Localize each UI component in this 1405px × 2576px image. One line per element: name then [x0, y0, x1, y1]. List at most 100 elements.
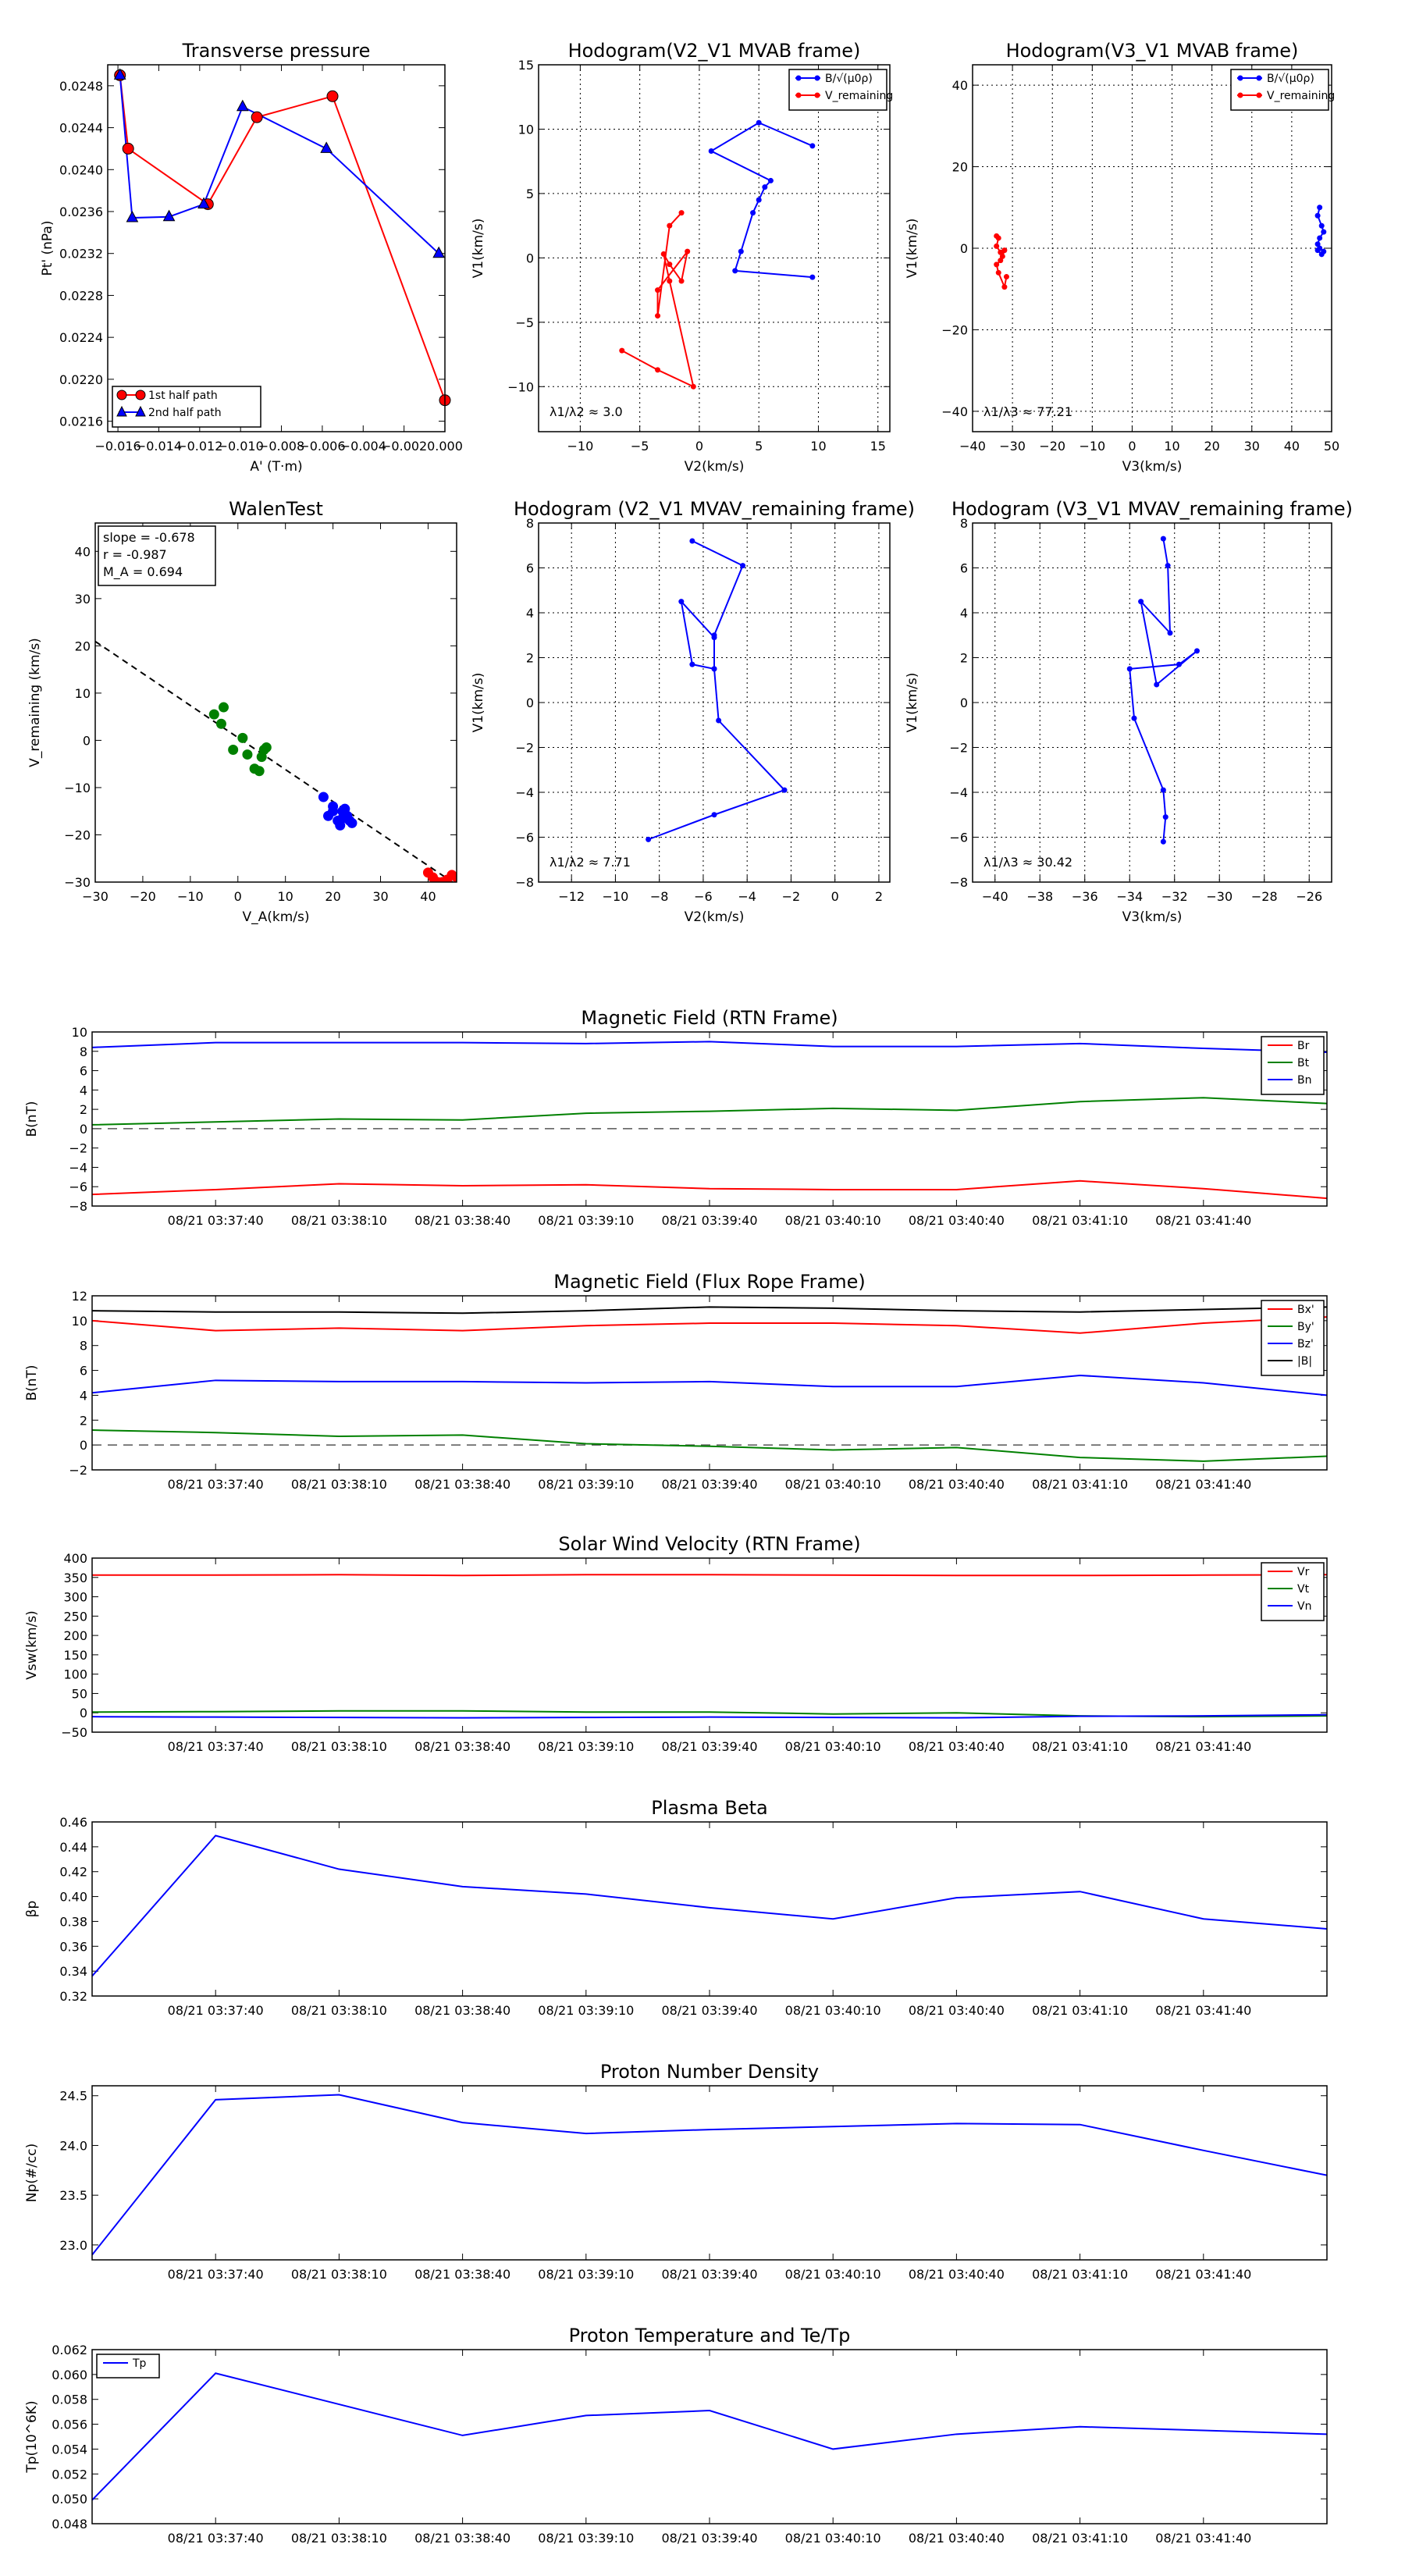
y-tick-label: 0.0232 — [59, 247, 103, 262]
y-tick-label: 15 — [518, 58, 534, 73]
x-tick-label: 0 — [234, 889, 242, 904]
y-tick-label: 0.0228 — [59, 288, 103, 303]
y-tick-label: 0.44 — [59, 1840, 87, 1855]
x-tick-label: 08/21 03:40:10 — [785, 1213, 881, 1228]
data-point — [1314, 212, 1321, 219]
x-tick-label: 08/21 03:39:40 — [661, 2003, 757, 2018]
y-axis-label: V1(km/s) — [905, 219, 920, 279]
chart-title: Hodogram(V2_V1 MVAB frame) — [568, 40, 861, 62]
data-point — [1317, 205, 1323, 211]
x-tick-label: 08/21 03:40:40 — [909, 1739, 1005, 1754]
axes-frame — [91, 1821, 1328, 1997]
y-tick-label: 12 — [72, 1289, 87, 1304]
legend-label: V_remaining — [1267, 90, 1335, 102]
data-point — [667, 222, 673, 229]
y-tick-label: −6 — [69, 1179, 87, 1194]
x-tick-label: 08/21 03:39:10 — [538, 1477, 634, 1492]
data-point — [1126, 666, 1133, 672]
x-tick-label: −38 — [1026, 889, 1053, 904]
legend-label: Vr — [1297, 1566, 1310, 1578]
plasma-beta-chart: Plasma Beta 08/21 03:37:40 08/21 03:38:10 0… — [24, 1797, 1328, 2018]
x-tick-label: −10 — [603, 889, 629, 904]
x-tick-label: 08/21 03:40:40 — [909, 2003, 1005, 2018]
x-tick-label: 08/21 03:39:40 — [661, 1739, 757, 1754]
y-tick-label: −10 — [64, 781, 91, 795]
x-tick-label: 08/21 03:40:10 — [785, 2267, 881, 2282]
y-tick-label: 0 — [526, 251, 534, 265]
data-point — [655, 287, 661, 294]
data-point — [320, 141, 333, 153]
y-tick-label: −4 — [949, 785, 968, 800]
y-tick-label: 4 — [80, 1388, 87, 1403]
legend-marker — [814, 75, 820, 81]
y-axis-label: B(nT) — [24, 1101, 40, 1137]
data-point — [809, 143, 816, 149]
chart-title: WalenTest — [229, 498, 323, 520]
legend: Bx' By' Bz' |B| — [1261, 1300, 1325, 1376]
data-point — [689, 538, 695, 544]
x-tick-label: −10 — [1079, 439, 1105, 454]
y-tick-label: 23.5 — [59, 2188, 87, 2203]
x-tick-label: 08/21 03:41:10 — [1032, 2003, 1128, 2018]
y-tick-label: 10 — [518, 122, 534, 137]
data-point — [126, 211, 139, 222]
x-tick-label: 08/21 03:38:10 — [291, 1739, 387, 1754]
hodogram-v2v1-mvab-chart: Hodogram(V2_V1 MVAB frame) −10 −5 0 5 10 15 −10… — [471, 40, 893, 475]
transverse-pressure-chart: Transverse pressure−0.016−0.014−0.012−0.… — [40, 40, 463, 475]
legend-label: |B| — [1297, 1355, 1312, 1368]
x-tick-label: 0 — [1128, 439, 1136, 454]
legend-label: Bx' — [1297, 1304, 1314, 1316]
x-tick-label: −0.008 — [258, 439, 304, 454]
series-line — [92, 1713, 1327, 1719]
y-tick-label: 0 — [80, 1706, 87, 1720]
annotation-text: λ1/λ2 ≈ 7.71 — [550, 855, 631, 870]
series-line — [119, 75, 439, 254]
x-tick-label: 10 — [810, 439, 826, 454]
legend-box — [96, 2354, 160, 2379]
x-tick-label: 08/21 03:39:40 — [661, 1213, 757, 1228]
y-tick-label: 50 — [72, 1686, 87, 1701]
x-tick-label: 08/21 03:38:40 — [414, 2003, 510, 2018]
x-tick-label: 08/21 03:41:40 — [1155, 1213, 1251, 1228]
legend-label: 2nd half path — [148, 407, 222, 419]
legend-label: By' — [1297, 1321, 1314, 1333]
y-tick-label: 10 — [72, 1025, 87, 1040]
x-tick-label: 08/21 03:39:40 — [661, 1477, 757, 1492]
y-tick-label: −2 — [69, 1463, 87, 1478]
x-tick-label: 08/21 03:41:10 — [1032, 2531, 1128, 2546]
axes-frame — [538, 64, 891, 432]
data-point — [328, 801, 339, 812]
x-axis-label: V3(km/s) — [1122, 909, 1183, 925]
series-line — [621, 212, 695, 389]
x-tick-label: 08/21 03:41:40 — [1155, 2531, 1251, 2546]
x-tick-label: −0.002 — [381, 439, 427, 454]
x-tick-label: 08/21 03:41:10 — [1032, 1477, 1128, 1492]
y-tick-label: −20 — [941, 322, 968, 337]
legend: Vr Vt Vn — [1261, 1562, 1325, 1621]
data-point — [619, 347, 625, 354]
x-tick-label: 08/21 03:40:40 — [909, 2267, 1005, 2282]
plot-area — [119, 75, 445, 401]
data-point — [1160, 535, 1166, 542]
x-tick-label: 08/21 03:40:40 — [909, 1213, 1005, 1228]
y-tick-label: −8 — [949, 875, 968, 890]
y-tick-label: 0 — [80, 1438, 87, 1453]
x-tick-label: −0.014 — [136, 439, 182, 454]
data-point — [708, 148, 714, 154]
plot-area — [994, 205, 1327, 290]
x-axis-label: V3(km/s) — [1122, 459, 1183, 475]
y-tick-label: 0 — [960, 241, 968, 256]
legend-marker — [135, 390, 146, 400]
y-tick-label: 0.056 — [52, 2418, 87, 2432]
data-point — [251, 111, 263, 123]
x-tick-label: −20 — [1039, 439, 1065, 454]
legend-box — [1230, 69, 1329, 111]
stats-line: M_A = 0.694 — [103, 564, 183, 580]
y-tick-label: 2 — [526, 651, 534, 666]
x-tick-label: 08/21 03:37:40 — [168, 1213, 264, 1228]
x-tick-label: 08/21 03:39:10 — [538, 2003, 634, 2018]
data-point — [1318, 251, 1325, 258]
x-tick-label: −4 — [738, 889, 756, 904]
y-tick-label: 0 — [83, 733, 91, 748]
